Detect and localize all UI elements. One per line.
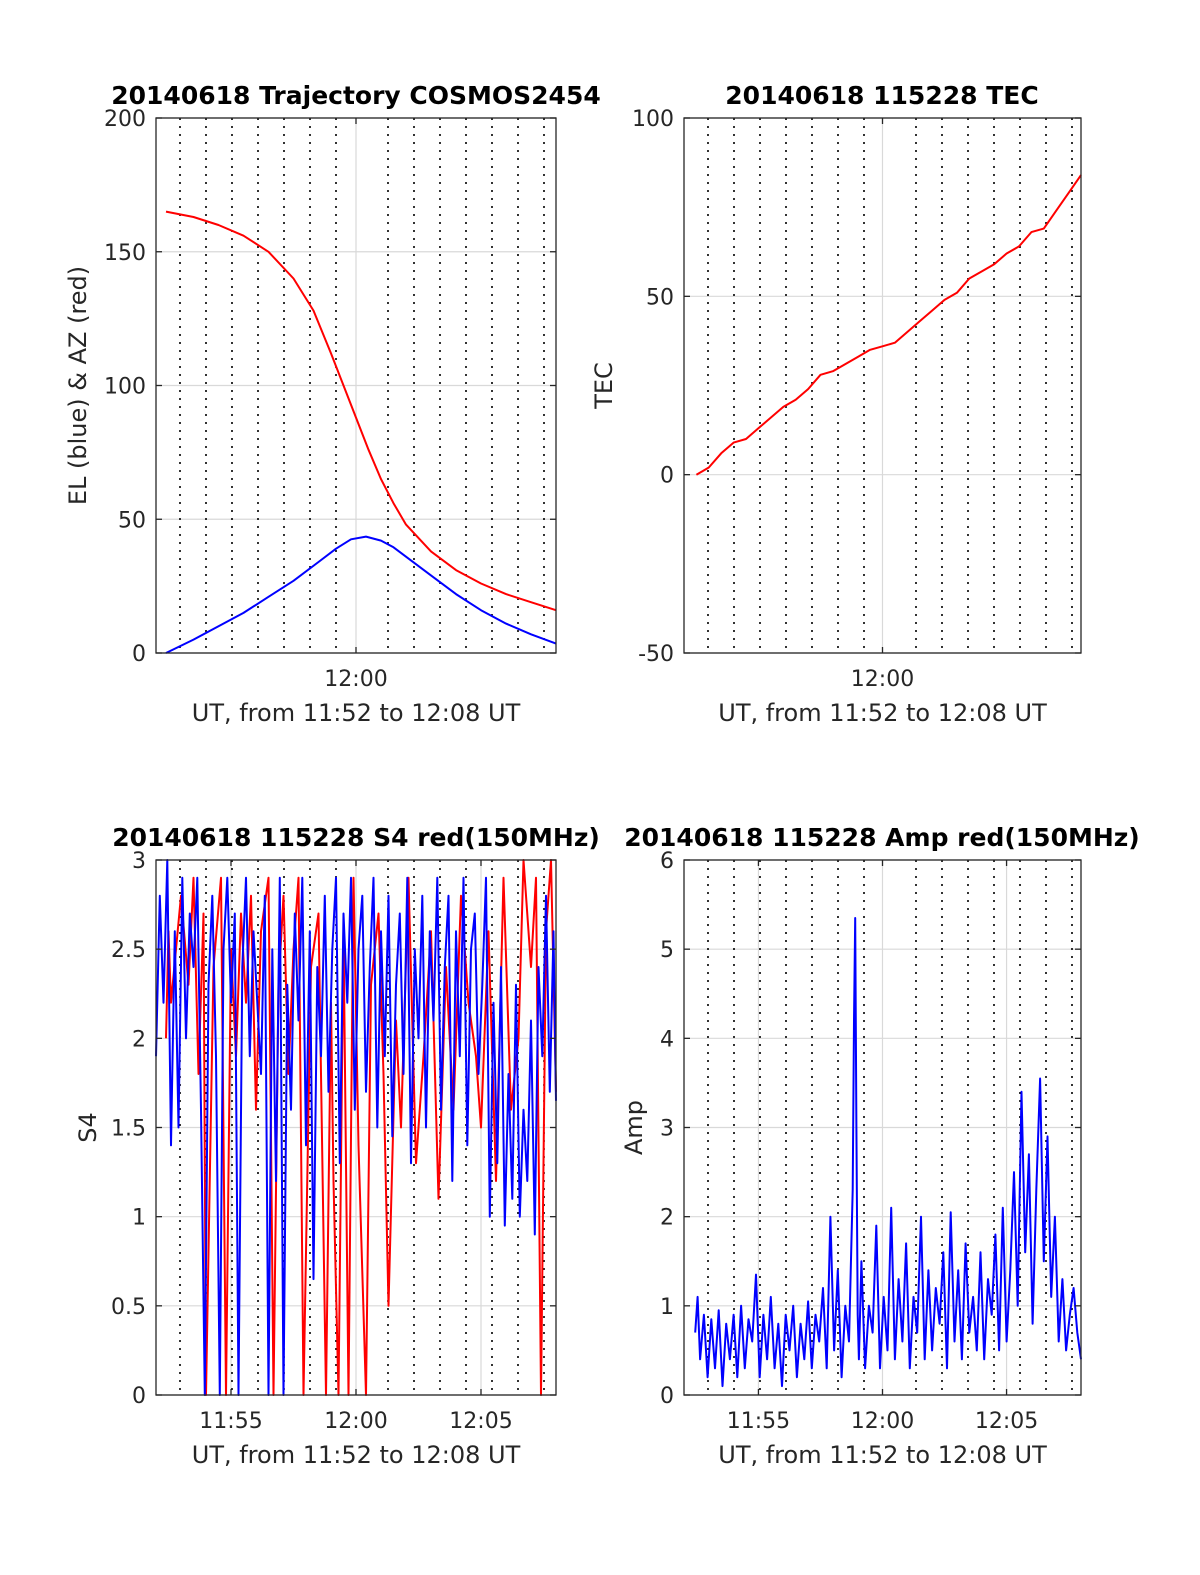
x-tick-label: 12:00 [324,667,387,692]
series-line [155,859,557,1396]
y-axis-label: EL (blue) & AZ (red) [64,266,92,505]
y-tick-label: 100 [104,375,146,400]
y-tick-label: 200 [104,107,146,132]
trajectory-chart: 0 50 100 150 200 12:00 20140618 Trajectory COS… [64,81,601,727]
chart-title: 20140618 115228 TEC [725,81,1038,110]
x-axis-label: UT, from 11:52 to 12:08 UT [718,1441,1047,1469]
series-line [165,535,557,654]
x-tick-label: 12:00 [851,1409,914,1434]
y-axis-label: TEC [590,362,618,410]
x-tick-label: 12:05 [975,1409,1038,1434]
x-tick-label: 11:55 [727,1409,790,1434]
x-tick-label: 12:00 [324,1409,387,1434]
x-axis-label: UT, from 11:52 to 12:08 UT [718,699,1047,727]
series-line [695,174,1082,476]
y-tick-label: 0 [132,1384,146,1409]
x-axis-label: UT, from 11:52 to 12:08 UT [192,1441,521,1469]
s4-chart: 0 0.5 1 1.5 2 2.5 3 11:55 12:00 12:05 20140618 115… [74,823,600,1469]
x-tick-label: 12:05 [449,1409,512,1434]
y-tick-label: 2.5 [111,938,146,963]
y-tick-label: 0.5 [111,1295,146,1320]
tec-chart: -50 0 50 100 12:00 20140618 115228 TEC UT, fro… [590,81,1082,727]
y-tick-label: 3 [660,1117,674,1142]
y-tick-label: 1.5 [111,1117,146,1142]
series-line [165,210,557,612]
y-tick-label: 150 [104,241,146,266]
y-axis-label: Amp [620,1100,648,1155]
y-tick-label: 1 [132,1206,146,1231]
y-tick-label: 0 [660,1384,674,1409]
chart-title: 20140618 Trajectory COSMOS2454 [111,81,601,110]
chart-title: 20140618 115228 Amp red(150MHz) [624,823,1140,852]
x-tick-label: 12:00 [851,667,914,692]
x-tick-label: 11:55 [199,1409,262,1434]
chart-title: 20140618 115228 S4 red(150MHz) [112,823,600,852]
y-tick-label: 2 [132,1027,146,1052]
y-tick-label: 0 [132,642,146,667]
y-tick-label: 4 [660,1027,674,1052]
y-tick-label: 0 [660,464,674,489]
series-line [694,917,1082,1388]
x-axis-label: UT, from 11:52 to 12:08 UT [192,699,521,727]
y-axis-label: S4 [74,1112,102,1143]
y-tick-label: 100 [632,107,674,132]
y-tick-label: 3 [132,849,146,874]
amp-chart: 0 1 2 3 4 5 6 11:55 12:00 12:05 20140618 115228 Am… [620,823,1140,1469]
y-tick-label: 5 [660,938,674,963]
y-tick-label: 2 [660,1206,674,1231]
y-tick-label: 50 [118,508,146,533]
y-tick-label: 6 [660,849,674,874]
y-tick-label: -50 [638,642,674,667]
y-tick-label: 1 [660,1295,674,1320]
y-tick-label: 50 [646,285,674,310]
